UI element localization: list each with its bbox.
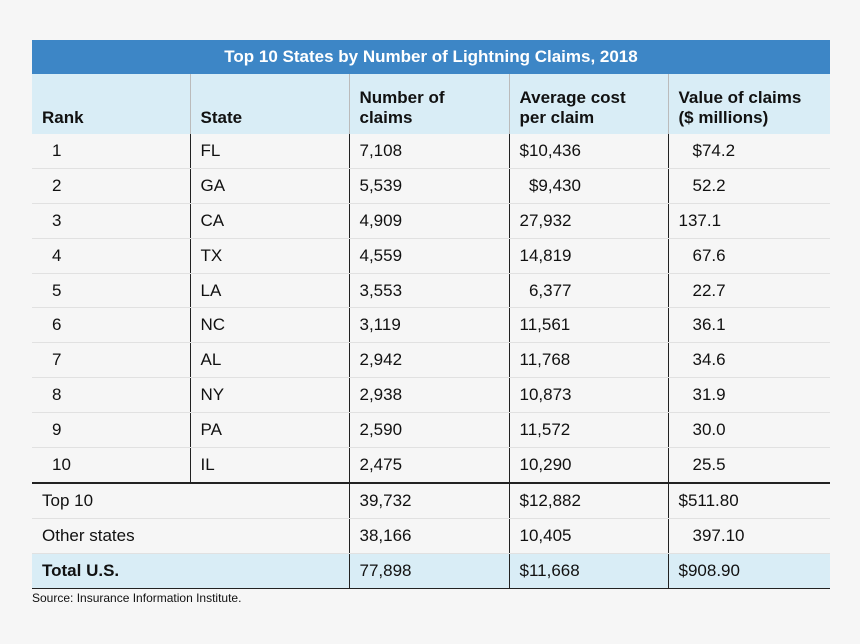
cell-average-cost: $9,430 [508,168,668,204]
column-header-number-of-claims: Number of claims [348,74,509,134]
cell-average-cost: $10,436 [508,134,668,169]
cell-number-of-claims: 38,166 [348,518,509,554]
cell-average-cost: 6,377 [508,273,668,309]
table-row: 7 AL 2,942 11,768 34.6 [32,342,830,379]
cell-rank: 6 [32,307,190,344]
cell-number-of-claims: 2,475 [348,447,509,484]
summary-row: Top 10 39,732 $12,882 $511.80 [32,482,830,519]
table-row: 3 CA 4,909 27,932 137.1 [32,203,830,239]
cell-rank: 8 [32,377,190,414]
cell-value-of-claims: 31.9 [667,377,830,414]
column-header-line: Number of [359,88,445,107]
cell-value-of-claims: 52.2 [667,168,830,204]
cell-value-of-claims: 34.6 [667,342,830,379]
total-row: Total U.S. 77,898 $11,668 $908.90 [32,553,830,589]
cell-average-cost: 11,768 [508,342,668,379]
cell-value-of-claims: 397.10 [667,518,830,554]
table-title: Top 10 States by Number of Lightning Cla… [32,40,830,74]
cell-average-cost: 10,290 [508,447,668,484]
summary-label: Other states [32,518,349,554]
table-row: 10 IL 2,475 10,290 25.5 [32,447,830,484]
cell-state: NC [189,307,349,344]
table-title-row: Top 10 States by Number of Lightning Cla… [32,40,830,74]
table-row: 6 NC 3,119 11,561 36.1 [32,307,830,344]
column-header-line: Rank [42,108,84,127]
column-header-line: Average cost [519,88,626,107]
column-header-line: State [200,108,243,127]
column-header-line: claims [359,108,413,127]
cell-number-of-claims: 5,539 [348,168,509,204]
column-header-average-cost: Average cost per claim [508,74,668,134]
cell-number-of-claims: 2,938 [348,377,509,414]
cell-value-of-claims: 36.1 [667,307,830,344]
claims-table-container: Top 10 States by Number of Lightning Cla… [32,40,830,589]
cell-state: FL [189,134,349,169]
cell-value-of-claims: 30.0 [667,412,830,449]
table-row: 8 NY 2,938 10,873 31.9 [32,377,830,414]
table-row: 5 LA 3,553 6,377 22.7 [32,273,830,309]
cell-average-cost: 11,572 [508,412,668,449]
cell-number-of-claims: 7,108 [348,134,509,169]
source-note: Source: Insurance Information Institute. [32,591,242,605]
column-header-state: State [189,74,349,134]
cell-number-of-claims: 4,559 [348,238,509,274]
cell-number-of-claims: 2,590 [348,412,509,449]
summary-label: Total U.S. [32,553,349,589]
column-header-line: per claim [519,108,595,127]
cell-average-cost: 14,819 [508,238,668,274]
cell-number-of-claims: 4,909 [348,203,509,239]
cell-rank: 2 [32,168,190,204]
cell-number-of-claims: 3,119 [348,307,509,344]
column-header-rank: Rank [32,74,190,134]
cell-value-of-claims: 67.6 [667,238,830,274]
cell-average-cost: $11,668 [508,553,668,589]
cell-value-of-claims: $511.80 [667,482,830,519]
cell-value-of-claims: $908.90 [667,553,830,589]
summary-row: Other states 38,166 10,405 397.10 [32,518,830,554]
table-body: 1 FL 7,108 $10,436 $74.2 2 GA 5,539 $9,430 52.2 3… [32,134,830,589]
cell-average-cost: 10,405 [508,518,668,554]
cell-rank: 5 [32,273,190,309]
table-row: 2 GA 5,539 $9,430 52.2 [32,168,830,204]
column-header-row: Rank State Number of claims Average cost per … [32,74,830,134]
cell-average-cost: 10,873 [508,377,668,414]
cell-state: IL [189,447,349,484]
cell-state: GA [189,168,349,204]
cell-state: LA [189,273,349,309]
column-header-line: Value of claims [678,88,802,107]
cell-state: TX [189,238,349,274]
cell-average-cost: $12,882 [508,482,668,519]
cell-rank: 9 [32,412,190,449]
cell-value-of-claims: 25.5 [667,447,830,484]
cell-rank: 4 [32,238,190,274]
cell-number-of-claims: 39,732 [348,482,509,519]
table-row: 9 PA 2,590 11,572 30.0 [32,412,830,449]
cell-state: CA [189,203,349,239]
cell-rank: 10 [32,447,190,484]
column-header-value-of-claims: Value of claims ($ millions) [667,74,830,134]
cell-average-cost: 27,932 [508,203,668,239]
cell-rank: 3 [32,203,190,239]
cell-number-of-claims: 77,898 [348,553,509,589]
cell-average-cost: 11,561 [508,307,668,344]
cell-state: AL [189,342,349,379]
table-row: 1 FL 7,108 $10,436 $74.2 [32,134,830,169]
column-header-line: ($ millions) [678,108,769,127]
cell-state: NY [189,377,349,414]
table-row: 4 TX 4,559 14,819 67.6 [32,238,830,274]
cell-rank: 7 [32,342,190,379]
lightning-claims-table: Top 10 States by Number of Lightning Cla… [32,40,830,589]
cell-value-of-claims: 22.7 [667,273,830,309]
cell-value-of-claims: 137.1 [667,203,830,239]
cell-rank: 1 [32,134,190,169]
cell-number-of-claims: 3,553 [348,273,509,309]
cell-value-of-claims: $74.2 [667,134,830,169]
cell-number-of-claims: 2,942 [348,342,509,379]
cell-state: PA [189,412,349,449]
summary-label: Top 10 [32,482,349,519]
